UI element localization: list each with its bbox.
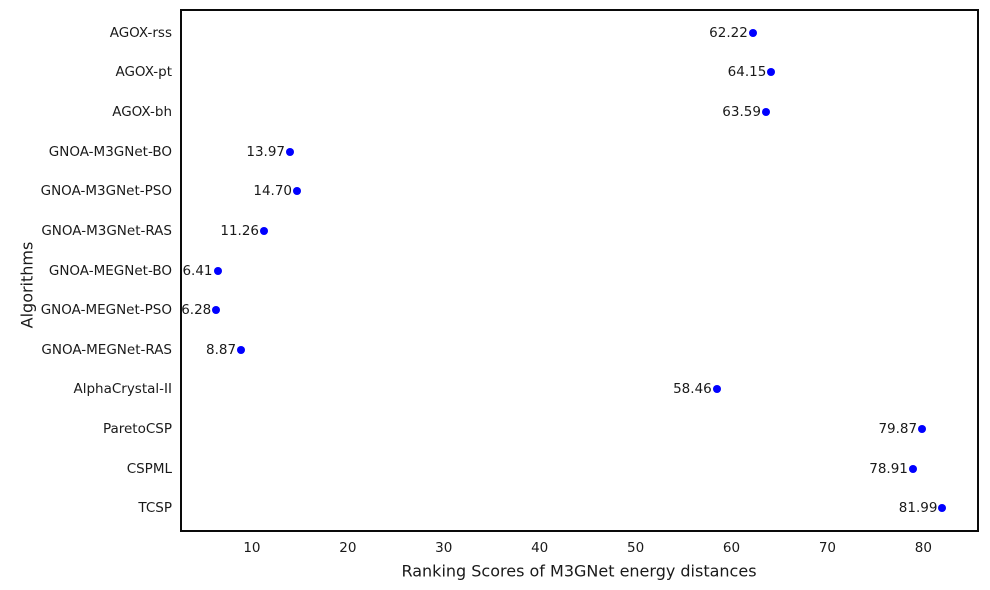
data-point-value-label: 58.46 [673, 381, 712, 398]
x-tick-label: 70 [818, 540, 837, 556]
data-point-value-label: 79.87 [878, 420, 918, 437]
data-point-value-label: 62.22 [709, 24, 748, 41]
data-point-dot [260, 226, 269, 235]
data-point-value-label: 13.97 [246, 143, 286, 160]
x-tick-label: 20 [339, 540, 357, 556]
data-point-value-label: 6.41 [182, 262, 213, 279]
x-tick-label: 80 [914, 540, 932, 556]
data-point-dot [748, 28, 757, 37]
data-point-dot [293, 187, 302, 196]
data-point-dot [908, 464, 917, 473]
y-tick-label: GNOA-M3GNet-BO [48, 143, 172, 160]
data-point-dot [286, 147, 295, 156]
data-point-dot [918, 424, 927, 433]
y-tick-label: CSPML [126, 460, 172, 477]
y-tick-label: AGOX-pt [115, 64, 172, 81]
data-point-dot [213, 266, 222, 275]
data-point-value-label: 6.28 [181, 302, 212, 319]
data-point-value-label: 81.99 [898, 500, 938, 517]
data-point-dot [938, 504, 947, 513]
data-point-value-label: 63.59 [722, 104, 761, 120]
data-point-dot [212, 306, 221, 315]
x-tick-label: 60 [722, 540, 741, 556]
data-point-value-label: 14.70 [253, 183, 293, 200]
x-tick-label: 50 [627, 540, 645, 556]
y-tick-label: GNOA-M3GNet-PSO [40, 183, 172, 200]
plot-area: 62.22 64.15 63.59 13.97 14.70 11.26 6.41 6.28 8.… [180, 9, 979, 532]
y-tick-label: GNOA-MEGNet-RAS [41, 341, 172, 358]
y-tick-label: GNOA-MEGNet-BO [48, 262, 172, 279]
y-tick-label: TCSP [138, 500, 172, 517]
data-point-dot [767, 68, 776, 77]
data-point-dot [712, 385, 721, 394]
x-tick-label: 40 [531, 540, 549, 556]
y-tick-label: AlphaCrystal-II [73, 381, 172, 398]
y-tick-label: GNOA-MEGNet-PSO [40, 302, 172, 319]
x-tick-label: 10 [243, 540, 261, 556]
y-tick-label: AGOX-bh [112, 104, 172, 120]
data-point-dot [761, 108, 770, 116]
y-tick-label: GNOA-M3GNet-RAS [41, 222, 172, 239]
data-point-value-label: 8.87 [206, 341, 237, 358]
y-tick-label: AGOX-rss [109, 24, 172, 41]
x-tick-label: 30 [435, 540, 453, 556]
data-point-dot [237, 345, 246, 354]
data-point-value-label: 11.26 [220, 222, 260, 239]
data-point-value-label: 78.91 [869, 460, 908, 477]
x-axis-label: Ranking Scores of M3GNet energy distance… [401, 561, 757, 581]
data-point-value-label: 64.15 [727, 64, 767, 81]
y-tick-label: ParetoCSP [102, 420, 172, 437]
